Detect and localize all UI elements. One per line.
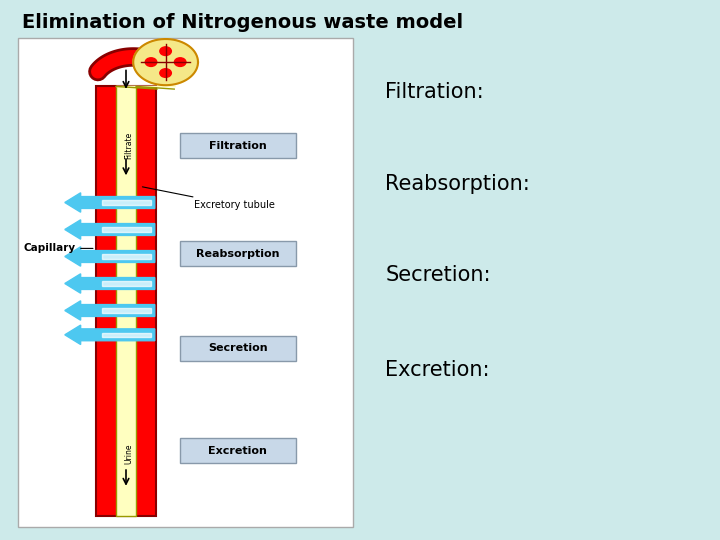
Bar: [116, 86, 136, 516]
Circle shape: [160, 47, 171, 56]
Text: Elimination of Nitrogenous waste model: Elimination of Nitrogenous waste model: [22, 14, 463, 32]
Text: Filtration:: Filtration:: [385, 82, 484, 102]
FancyArrow shape: [102, 200, 151, 205]
Text: Secretion:: Secretion:: [385, 265, 491, 286]
Polygon shape: [133, 39, 198, 85]
Bar: [18, 38, 353, 526]
Text: Reabsorption:: Reabsorption:: [385, 173, 530, 194]
Text: Filtrate: Filtrate: [125, 132, 133, 159]
Circle shape: [174, 58, 186, 66]
Circle shape: [145, 58, 157, 66]
FancyBboxPatch shape: [180, 336, 296, 361]
FancyArrow shape: [102, 333, 151, 337]
FancyArrow shape: [65, 247, 155, 266]
Circle shape: [160, 69, 171, 77]
FancyArrow shape: [65, 220, 155, 239]
Text: Filtration: Filtration: [209, 141, 266, 151]
Text: Secretion: Secretion: [208, 343, 267, 353]
FancyBboxPatch shape: [180, 241, 296, 266]
Text: Reabsorption: Reabsorption: [196, 249, 279, 259]
FancyArrow shape: [65, 325, 155, 345]
FancyArrow shape: [65, 274, 155, 293]
Bar: [96, 86, 156, 516]
Text: Capillary: Capillary: [23, 244, 93, 253]
FancyBboxPatch shape: [180, 438, 296, 463]
FancyArrow shape: [65, 301, 155, 320]
FancyArrow shape: [102, 254, 151, 259]
Text: Excretion:: Excretion:: [385, 360, 490, 380]
Text: Excretory tubule: Excretory tubule: [143, 187, 275, 210]
Text: Excretion: Excretion: [208, 446, 267, 456]
FancyArrow shape: [102, 308, 151, 313]
FancyArrow shape: [65, 193, 155, 212]
FancyArrow shape: [102, 281, 151, 286]
FancyArrow shape: [102, 227, 151, 232]
Text: Urine: Urine: [125, 443, 133, 464]
FancyBboxPatch shape: [180, 133, 296, 158]
